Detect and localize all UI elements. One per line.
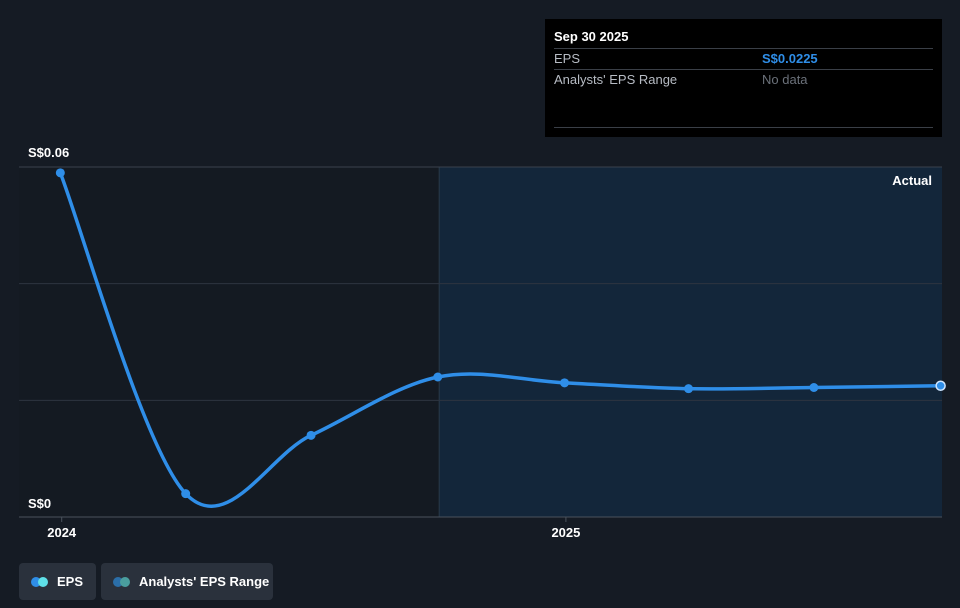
y-tick-label-max: S$0.06 xyxy=(28,145,69,160)
eps-series-line xyxy=(58,171,943,509)
range-legend-icon xyxy=(113,576,133,587)
y-tick-label-min: S$0 xyxy=(28,496,51,511)
tooltip-range-value: No data xyxy=(762,72,808,87)
data-tooltip: Sep 30 2025 EPS S$0.0225 Analysts' EPS R… xyxy=(545,19,942,137)
tooltip-row-range: Analysts' EPS Range No data xyxy=(554,69,933,90)
legend-dot-primary xyxy=(113,576,123,587)
actual-region xyxy=(439,167,942,517)
eps-data-point[interactable] xyxy=(560,378,570,388)
region-label-actual: Actual xyxy=(892,173,932,188)
legend-label-analysts-range: Analysts' EPS Range xyxy=(139,574,270,589)
tooltip-date: Sep 30 2025 xyxy=(554,29,629,44)
eps-data-point[interactable] xyxy=(684,384,694,394)
legend-dot-primary xyxy=(31,576,41,587)
past-region xyxy=(19,167,440,517)
eps-data-point[interactable] xyxy=(55,168,65,178)
tooltip-eps-label: EPS xyxy=(554,51,581,66)
tooltip-row-eps: EPS S$0.0225 xyxy=(554,48,933,69)
legend-label-eps: EPS xyxy=(57,574,84,589)
eps-data-point[interactable] xyxy=(433,372,443,382)
eps-data-point[interactable] xyxy=(306,430,316,440)
tooltip-eps-value: S$0.0225 xyxy=(762,51,818,66)
legend-item-analysts-range[interactable]: Analysts' EPS Range xyxy=(101,563,273,600)
tooltip-range-label: Analysts' EPS Range xyxy=(554,72,678,87)
legend-dot-secondary xyxy=(120,576,130,587)
eps-data-point[interactable] xyxy=(935,380,946,391)
eps-legend-icon xyxy=(31,576,51,587)
legend-item-eps[interactable]: EPS xyxy=(19,563,96,600)
x-tick-label: 2025 xyxy=(551,525,580,540)
eps-data-point[interactable] xyxy=(809,383,819,392)
tooltip-divider xyxy=(554,127,933,128)
legend-dot-secondary xyxy=(38,576,48,587)
eps-data-point[interactable] xyxy=(181,489,191,499)
x-tick-label: 2024 xyxy=(47,525,77,540)
